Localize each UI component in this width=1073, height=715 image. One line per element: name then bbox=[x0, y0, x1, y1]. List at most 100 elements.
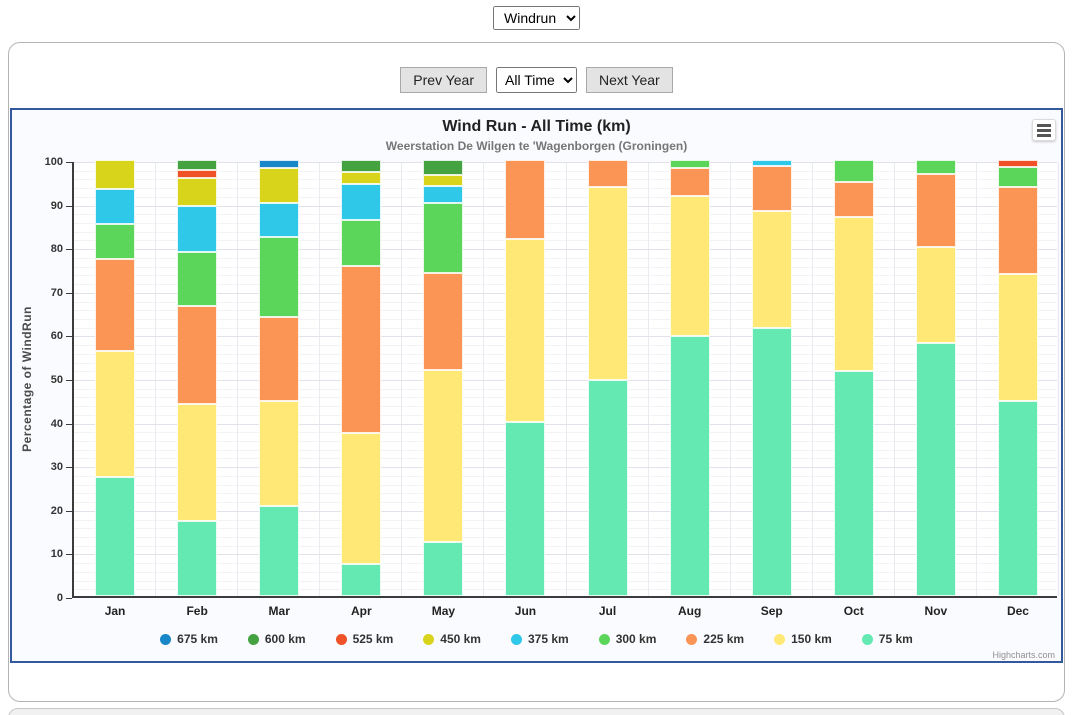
bar-segment-450-km[interactable] bbox=[95, 160, 136, 190]
legend-item-300-km[interactable]: 300 km bbox=[598, 632, 656, 646]
stacked-bar-jun[interactable] bbox=[505, 160, 546, 596]
stacked-bar-feb[interactable] bbox=[177, 160, 218, 596]
bar-segment-75-km[interactable] bbox=[997, 400, 1038, 596]
bar-segment-225-km[interactable] bbox=[177, 306, 218, 404]
y-axis-label: 50 bbox=[50, 374, 63, 386]
legend-item-525-km[interactable]: 525 km bbox=[335, 632, 393, 646]
bar-segment-75-km[interactable] bbox=[751, 327, 792, 596]
bar-segment-300-km[interactable] bbox=[997, 166, 1038, 188]
bar-segment-225-km[interactable] bbox=[423, 272, 464, 370]
bar-segment-225-km[interactable] bbox=[587, 160, 628, 187]
bar-segment-600-km[interactable] bbox=[423, 160, 464, 175]
stacked-bar-oct[interactable] bbox=[833, 160, 874, 596]
bar-segment-225-km[interactable] bbox=[915, 173, 956, 248]
stacked-bar-mar[interactable] bbox=[259, 160, 300, 596]
bar-segment-300-km[interactable] bbox=[341, 219, 382, 266]
legend-item-375-km[interactable]: 375 km bbox=[510, 632, 569, 646]
stacked-bar-aug[interactable] bbox=[669, 160, 710, 596]
stacked-bar-apr[interactable] bbox=[341, 160, 382, 596]
bar-segment-75-km[interactable] bbox=[341, 563, 382, 596]
bar-segment-300-km[interactable] bbox=[915, 160, 956, 174]
major-gridline bbox=[74, 380, 1057, 381]
stacked-bar-dec[interactable] bbox=[997, 160, 1038, 596]
hamburger-menu-icon[interactable] bbox=[1032, 119, 1056, 141]
time-range-select[interactable]: All Time bbox=[496, 67, 577, 93]
bar-segment-525-km[interactable] bbox=[177, 170, 218, 178]
highcharts-credits[interactable]: Highcharts.com bbox=[992, 650, 1055, 660]
legend-item-450-km[interactable]: 450 km bbox=[423, 632, 481, 646]
major-gridline bbox=[74, 205, 1057, 207]
bar-segment-225-km[interactable] bbox=[341, 265, 382, 433]
stacked-bar-may[interactable] bbox=[423, 160, 464, 596]
y-axis-tick bbox=[66, 554, 72, 556]
legend-item-150-km[interactable]: 150 km bbox=[774, 632, 832, 646]
bar-segment-675-km[interactable] bbox=[259, 160, 300, 168]
bar-segment-150-km[interactable] bbox=[177, 403, 218, 521]
bar-segment-225-km[interactable] bbox=[751, 166, 792, 212]
bar-segment-150-km[interactable] bbox=[259, 400, 300, 507]
bar-segment-225-km[interactable] bbox=[95, 259, 136, 351]
vertical-gridline bbox=[237, 162, 239, 596]
bar-segment-150-km[interactable] bbox=[587, 186, 628, 380]
bar-segment-150-km[interactable] bbox=[341, 432, 382, 564]
bar-segment-450-km[interactable] bbox=[423, 174, 464, 186]
bar-segment-600-km[interactable] bbox=[341, 160, 382, 172]
prev-year-button[interactable]: Prev Year bbox=[400, 67, 487, 93]
bar-segment-150-km[interactable] bbox=[423, 369, 464, 542]
bar-segment-600-km[interactable] bbox=[177, 160, 218, 171]
bar-segment-525-km[interactable] bbox=[997, 160, 1038, 167]
bar-segment-225-km[interactable] bbox=[669, 167, 710, 196]
bar-segment-75-km[interactable] bbox=[423, 541, 464, 596]
bar-segment-375-km[interactable] bbox=[751, 160, 792, 167]
legend-item-600-km[interactable]: 600 km bbox=[247, 632, 306, 646]
stacked-bar-sep[interactable] bbox=[751, 160, 792, 596]
bar-segment-150-km[interactable] bbox=[833, 217, 874, 372]
bar-segment-375-km[interactable] bbox=[341, 183, 382, 220]
bar-segment-150-km[interactable] bbox=[997, 273, 1038, 401]
next-year-button[interactable]: Next Year bbox=[586, 67, 673, 93]
y-axis-label: 40 bbox=[50, 417, 63, 430]
bar-segment-150-km[interactable] bbox=[669, 195, 710, 336]
bar-segment-225-km[interactable] bbox=[997, 187, 1038, 274]
bar-segment-150-km[interactable] bbox=[505, 239, 546, 422]
bar-segment-450-km[interactable] bbox=[341, 171, 382, 184]
x-axis-label-sep: Sep bbox=[760, 604, 783, 618]
bar-segment-150-km[interactable] bbox=[751, 211, 792, 328]
x-axis-label-aug: Aug bbox=[677, 604, 702, 618]
bar-segment-150-km[interactable] bbox=[915, 247, 956, 344]
stacked-bar-jul[interactable] bbox=[587, 160, 628, 596]
y-axis-tick bbox=[66, 510, 72, 512]
bar-segment-375-km[interactable] bbox=[95, 189, 136, 225]
stacked-bar-jan[interactable] bbox=[95, 160, 136, 596]
bar-segment-300-km[interactable] bbox=[669, 160, 710, 168]
bar-segment-75-km[interactable] bbox=[505, 421, 546, 596]
bar-segment-225-km[interactable] bbox=[259, 316, 300, 401]
bar-segment-225-km[interactable] bbox=[505, 160, 546, 240]
bar-segment-300-km[interactable] bbox=[423, 203, 464, 273]
bar-segment-375-km[interactable] bbox=[177, 206, 218, 252]
legend-item-675-km[interactable]: 675 km bbox=[160, 632, 218, 646]
chart-type-select[interactable]: Windrun bbox=[493, 6, 580, 30]
bar-segment-300-km[interactable] bbox=[833, 160, 874, 183]
bar-segment-75-km[interactable] bbox=[833, 371, 874, 596]
legend-item-75-km[interactable]: 75 km bbox=[861, 632, 913, 646]
bar-segment-225-km[interactable] bbox=[833, 182, 874, 218]
vertical-gridline bbox=[975, 162, 977, 596]
bar-segment-75-km[interactable] bbox=[915, 343, 956, 596]
bar-segment-300-km[interactable] bbox=[259, 237, 300, 317]
bar-segment-75-km[interactable] bbox=[177, 520, 218, 596]
bar-segment-75-km[interactable] bbox=[587, 379, 628, 596]
bar-segment-150-km[interactable] bbox=[95, 350, 136, 477]
legend-item-225-km[interactable]: 225 km bbox=[686, 632, 744, 646]
stacked-bar-nov[interactable] bbox=[915, 160, 956, 596]
bar-segment-75-km[interactable] bbox=[95, 476, 136, 596]
bar-segment-75-km[interactable] bbox=[259, 506, 300, 596]
bar-segment-75-km[interactable] bbox=[669, 335, 710, 596]
bar-segment-300-km[interactable] bbox=[177, 252, 218, 307]
bar-segment-375-km[interactable] bbox=[259, 203, 300, 238]
y-axis-label: 90 bbox=[50, 199, 63, 212]
bar-segment-375-km[interactable] bbox=[423, 185, 464, 204]
bar-segment-450-km[interactable] bbox=[259, 167, 300, 204]
bar-segment-450-km[interactable] bbox=[177, 177, 218, 207]
bar-segment-300-km[interactable] bbox=[95, 224, 136, 259]
